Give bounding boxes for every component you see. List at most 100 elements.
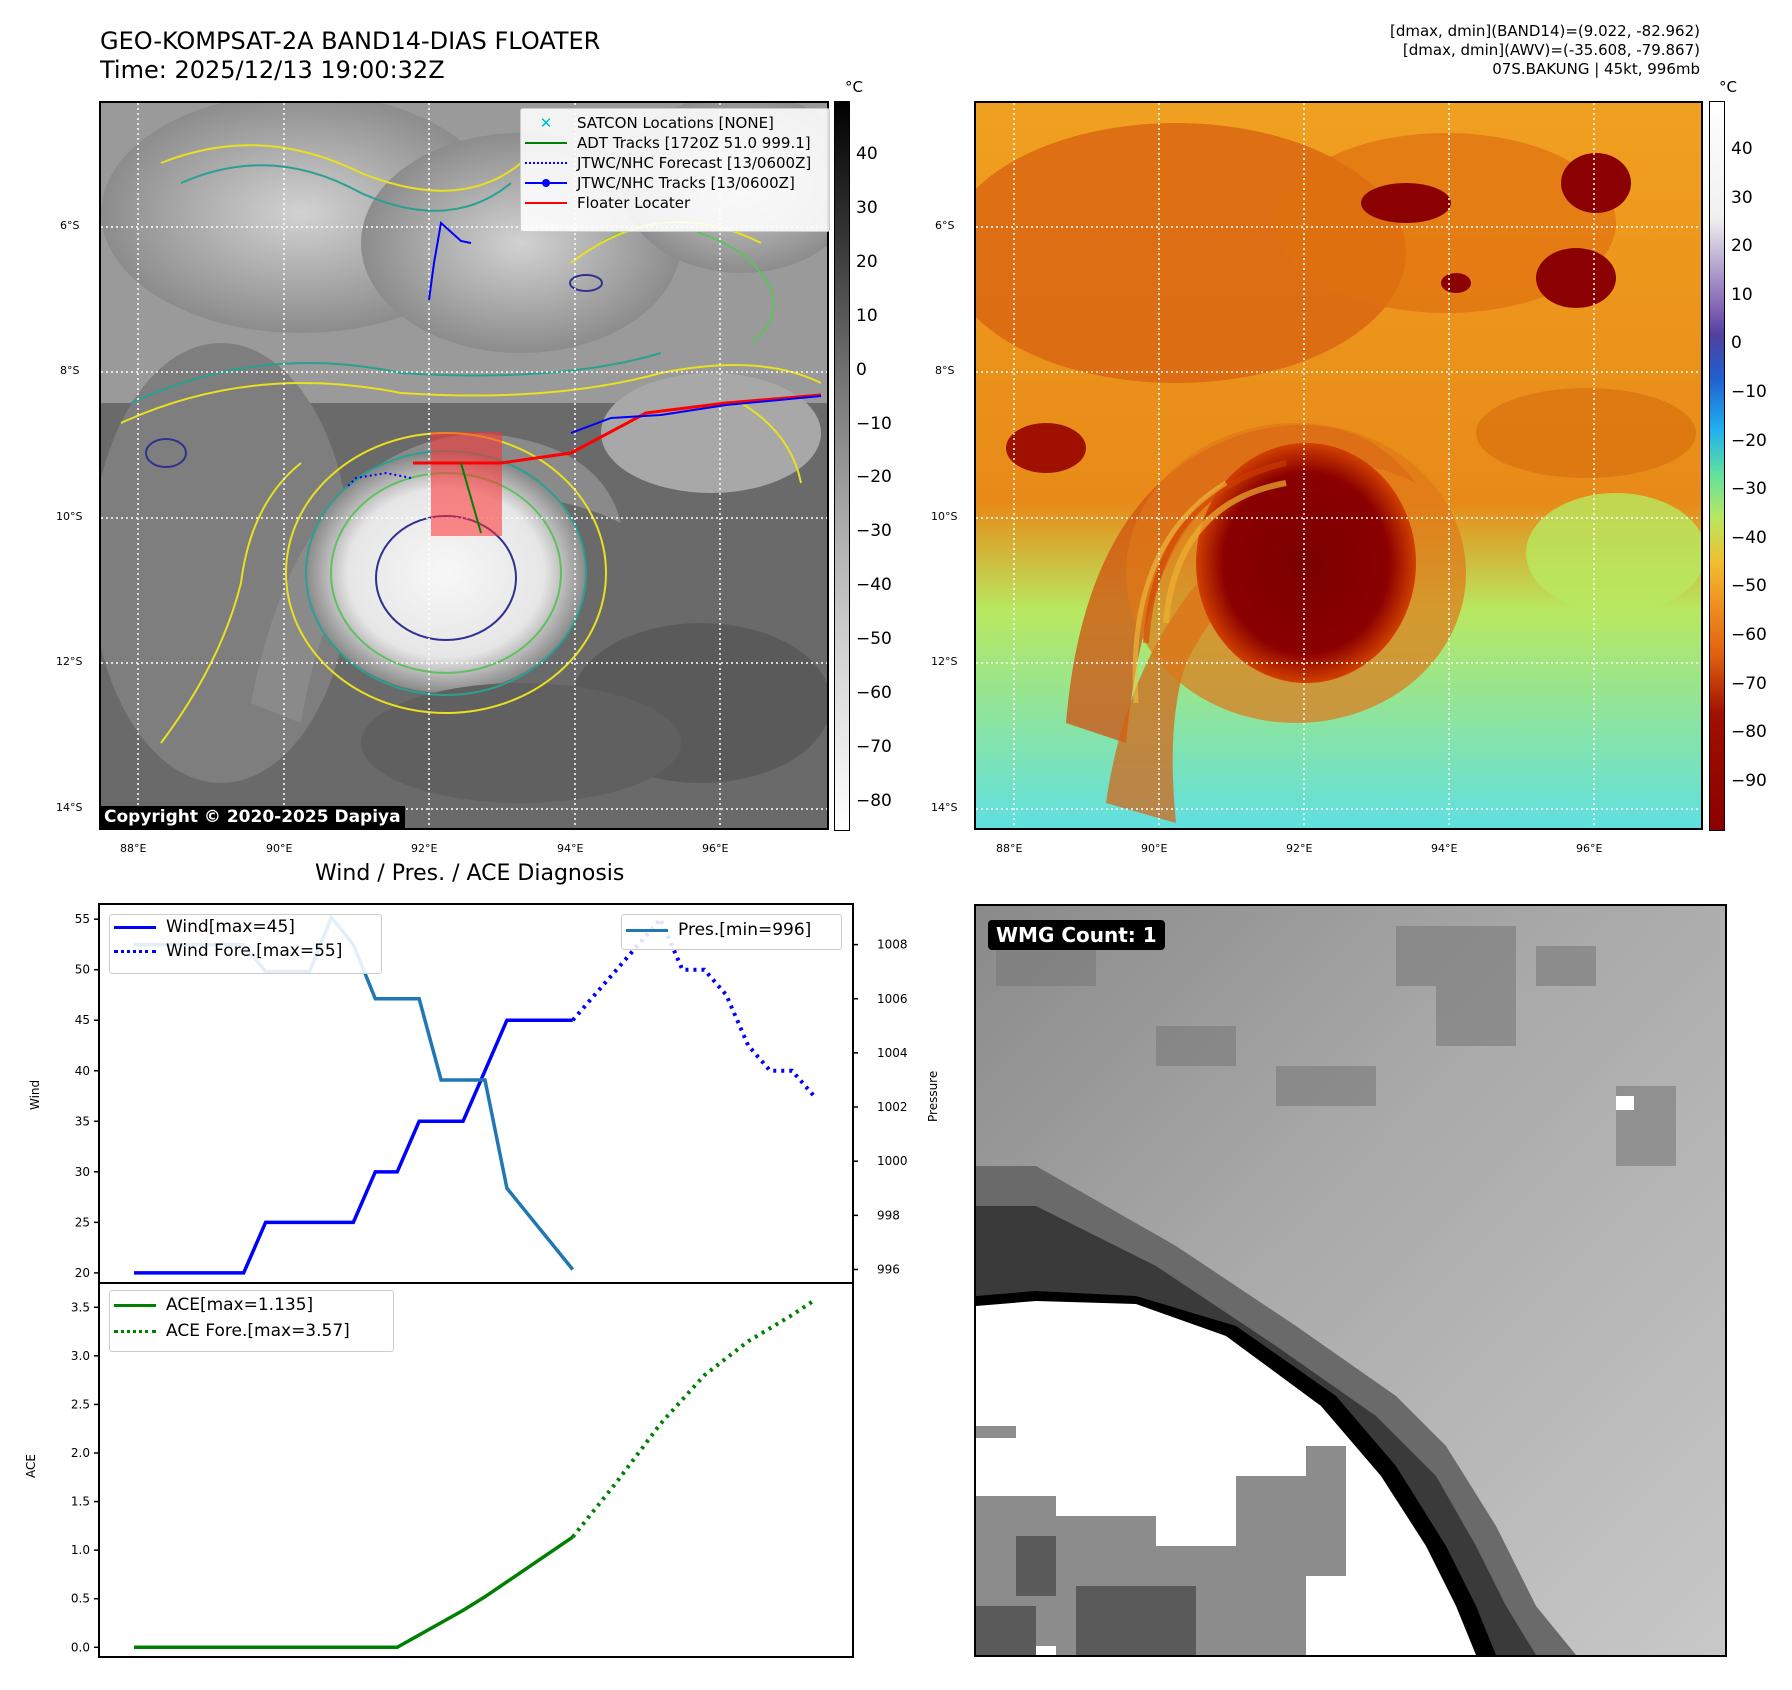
colorbar-tick: −80 xyxy=(856,790,892,811)
legend-ace: ACE[max=1.135] xyxy=(114,1295,389,1315)
ace-tick-label: 2.5 xyxy=(71,1397,90,1411)
copyright-label: Copyright © 2020-2025 Dapiya xyxy=(100,806,405,828)
legend-label: JTWC/NHC Tracks [13/0600Z] xyxy=(577,174,795,192)
colorbar-tick: −30 xyxy=(856,521,892,542)
line-swatch-icon xyxy=(114,925,156,929)
line-swatch-icon xyxy=(525,142,567,144)
lon-label: 90°E xyxy=(1141,842,1168,855)
colorbar-tick: 0 xyxy=(856,359,867,380)
colorbar-tick: −90 xyxy=(1731,770,1767,791)
ace-plot-frame xyxy=(98,1282,854,1658)
lat-label: 10°S xyxy=(56,510,83,523)
figure-time: Time: 2025/12/13 19:00:32Z xyxy=(100,56,445,84)
wind-tick-label: 25 xyxy=(75,1215,90,1229)
lat-label: 14°S xyxy=(56,801,83,814)
legend-label: JTWC/NHC Forecast [13/0600Z] xyxy=(577,154,812,172)
ace-tick-label: 1.5 xyxy=(71,1495,90,1509)
pressure-legend: Pres.[min=996] xyxy=(621,914,842,950)
info-awv: [dmax, dmin](AWV)=(-35.608, -79.867) xyxy=(1402,41,1700,59)
color-colorbar xyxy=(1709,101,1725,831)
colorbar-tick: 40 xyxy=(1731,139,1753,159)
wind-tick-label: 30 xyxy=(75,1165,90,1179)
colorbar-tick: 10 xyxy=(856,305,878,326)
legend-wind: Wind[max=45] xyxy=(114,917,377,937)
jtwc-track-east xyxy=(570,395,822,434)
colorbar-tick: −70 xyxy=(1731,673,1767,694)
legend-label: Pres.[min=996] xyxy=(678,920,812,940)
map-legend: ✕ SATCON Locations [NONE] ADT Tracks [17… xyxy=(520,108,830,232)
legend-satcon: ✕ SATCON Locations [NONE] xyxy=(525,113,825,133)
pressure-tick-label: 998 xyxy=(877,1208,900,1222)
series-line-wind xyxy=(134,1018,573,1275)
dotted-swatch-icon xyxy=(525,162,567,164)
lat-label: 12°S xyxy=(931,655,958,668)
gray-colorbar-unit: °C xyxy=(845,78,863,96)
lat-label: 6°S xyxy=(935,219,955,232)
awv-map-image xyxy=(976,103,1701,828)
pressure-tick-label: 1004 xyxy=(877,1046,908,1060)
legend-floater: Floater Locater xyxy=(525,193,825,213)
wmg-count-badge: WMG Count: 1 xyxy=(988,920,1165,950)
pressure-tick-label: 996 xyxy=(877,1262,900,1276)
wind-legend: Wind[max=45] Wind Fore.[max=55] xyxy=(109,914,382,974)
pressure-tick-label: 1008 xyxy=(877,938,908,952)
series-line-ace xyxy=(134,1535,574,1650)
colorbar-tick: 20 xyxy=(856,251,878,272)
lon-label: 88°E xyxy=(996,842,1023,855)
wmg-image xyxy=(976,906,1725,1655)
line-swatch-icon xyxy=(114,1303,156,1307)
color-colorbar-unit: °C xyxy=(1719,78,1737,96)
lat-label: 14°S xyxy=(931,801,958,814)
colorbar-tick: 20 xyxy=(1731,236,1753,257)
colorbar-tick: 0 xyxy=(1731,333,1742,354)
legend-label: Floater Locater xyxy=(577,194,691,212)
legend-label: ACE[max=1.135] xyxy=(166,1295,314,1315)
legend-wind-fore: Wind Fore.[max=55] xyxy=(114,941,377,961)
ace-tick-label: 0.0 xyxy=(71,1640,90,1654)
pressure-tick-label: 1006 xyxy=(877,992,908,1006)
awv-map-panel xyxy=(974,101,1703,830)
figure-title: GEO-KOMPSAT-2A BAND14-DIAS FLOATER xyxy=(100,27,601,55)
colorbar-tick: −70 xyxy=(856,736,892,757)
colorbar-tick: −20 xyxy=(856,467,892,488)
colorbar-tick: −10 xyxy=(1731,382,1767,402)
line-swatch-icon xyxy=(525,202,567,204)
legend-jtwc-tracks: JTWC/NHC Tracks [13/0600Z] xyxy=(525,173,825,193)
pressure-tick-label: 1002 xyxy=(877,1100,908,1114)
series-line-wind-fore- xyxy=(571,915,816,1098)
info-storm: 07S.BAKUNG | 45kt, 996mb xyxy=(1492,60,1700,78)
colorbar-tick: −60 xyxy=(1731,625,1767,645)
dotted-swatch-icon xyxy=(114,1329,156,1333)
legend-pressure: Pres.[min=996] xyxy=(626,920,837,940)
lon-label: 92°E xyxy=(1286,842,1313,855)
legend-label: Wind Fore.[max=55] xyxy=(166,941,343,961)
lon-label: 90°E xyxy=(266,842,293,855)
marker-swatch-icon xyxy=(525,179,567,187)
wind-tick-label: 40 xyxy=(75,1064,90,1078)
colorbar-tick: −20 xyxy=(1731,430,1767,451)
lon-label: 96°E xyxy=(702,842,729,855)
ace-plot: 3.5 3.0 2.5 2.0 1.5 1.0 0.5 0.0 xyxy=(71,1282,854,1658)
info-band14: [dmax, dmin](BAND14)=(9.022, -82.962) xyxy=(1389,22,1700,40)
colorbar-tick: 30 xyxy=(1731,187,1753,208)
x-marker-icon: ✕ xyxy=(539,114,553,132)
lon-label: 92°E xyxy=(411,842,438,855)
ace-tick-label: 2.0 xyxy=(71,1446,90,1460)
lon-label: 94°E xyxy=(557,842,584,855)
colorbar-tick: −50 xyxy=(1731,576,1767,597)
colorbar-tick: −50 xyxy=(856,629,892,650)
lat-label: 8°S xyxy=(935,364,955,377)
floater-locater-line xyxy=(413,393,822,465)
lat-label: 6°S xyxy=(60,219,80,232)
ace-legend: ACE[max=1.135] ACE Fore.[max=3.57] xyxy=(109,1290,394,1352)
legend-ace-fore: ACE Fore.[max=3.57] xyxy=(114,1321,389,1341)
legend-label: Wind[max=45] xyxy=(166,917,295,937)
colorbar-tick: 30 xyxy=(856,197,878,218)
colorbar-tick: −80 xyxy=(1731,722,1767,743)
wmg-panel xyxy=(974,904,1727,1657)
colorbar-tick: 40 xyxy=(856,144,878,164)
jtwc-track-north xyxy=(428,221,472,301)
lat-label: 12°S xyxy=(56,655,83,668)
wind-tick-label: 50 xyxy=(75,963,90,977)
colorbar-tick: −30 xyxy=(1731,479,1767,500)
